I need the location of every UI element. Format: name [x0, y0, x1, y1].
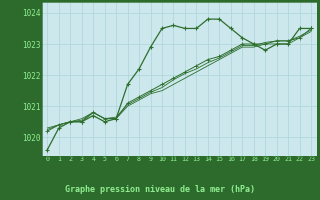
Text: Graphe pression niveau de la mer (hPa): Graphe pression niveau de la mer (hPa) [65, 186, 255, 194]
